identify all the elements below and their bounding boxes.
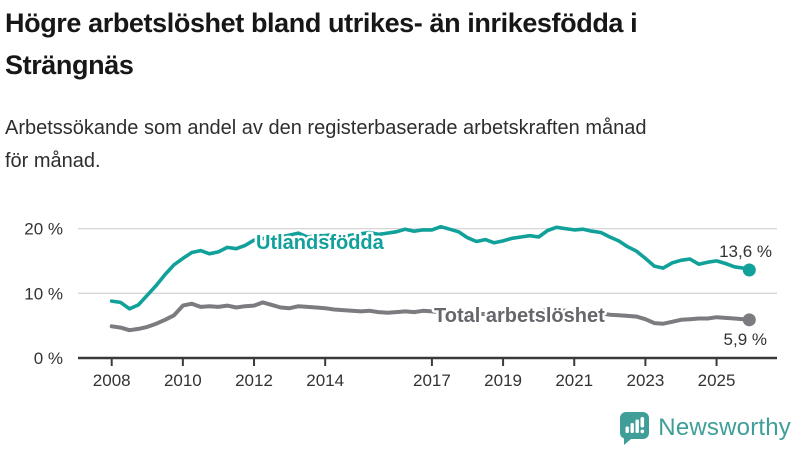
x-axis-tick-label: 2010 — [164, 371, 202, 390]
series-end-dot-2 — [742, 313, 756, 327]
series-end-dot-1 — [742, 263, 756, 277]
chart-subtitle: Arbetssökande som andel av den registerb… — [5, 112, 647, 178]
x-axis-tick-label: 2023 — [626, 371, 664, 390]
x-axis-tick-label: 2008 — [93, 371, 131, 390]
x-axis-tick-label: 2014 — [306, 371, 344, 390]
x-axis-tick-label: 2017 — [413, 371, 451, 390]
page-title: Högre arbetslöshet bland utrikes- än inr… — [5, 2, 638, 86]
series-end-value-1: 13,6 % — [719, 242, 772, 261]
newsworthy-logo-icon — [620, 412, 650, 445]
exclamation-dot — [640, 429, 645, 434]
x-axis-tick-label: 2019 — [484, 371, 522, 390]
x-axis-tick-label: 2025 — [698, 371, 736, 390]
series-label-2: Total arbetslöshet — [434, 305, 605, 327]
y-axis-tick-label: 0 % — [34, 349, 63, 368]
x-axis-tick-label: 2021 — [555, 371, 593, 390]
chart-subtitle-line-2: för månad. — [5, 150, 101, 172]
series-label-1: Utlandsfödda — [256, 232, 385, 254]
y-axis-tick-label: 20 % — [24, 220, 63, 239]
newsworthy-branding: Newsworthy — [619, 411, 791, 445]
series-end-value-2: 5,9 % — [724, 330, 767, 349]
page-title-line-2: Strängnäs — [5, 50, 134, 80]
series-line-2 — [109, 300, 752, 333]
chart-subtitle-line-1: Arbetssökande som andel av den registerb… — [5, 117, 647, 139]
x-axis-tick-label: 2012 — [235, 371, 273, 390]
y-axis-tick-label: 10 % — [24, 284, 63, 303]
speech-bubble-shape — [620, 412, 650, 445]
page-title-line-1: Högre arbetslöshet bland utrikes- än inr… — [5, 8, 638, 38]
logo-bars — [625, 417, 645, 434]
exclamation-bar — [640, 417, 645, 428]
series-line-1 — [109, 224, 752, 311]
brand-name: Newsworthy — [658, 414, 791, 441]
